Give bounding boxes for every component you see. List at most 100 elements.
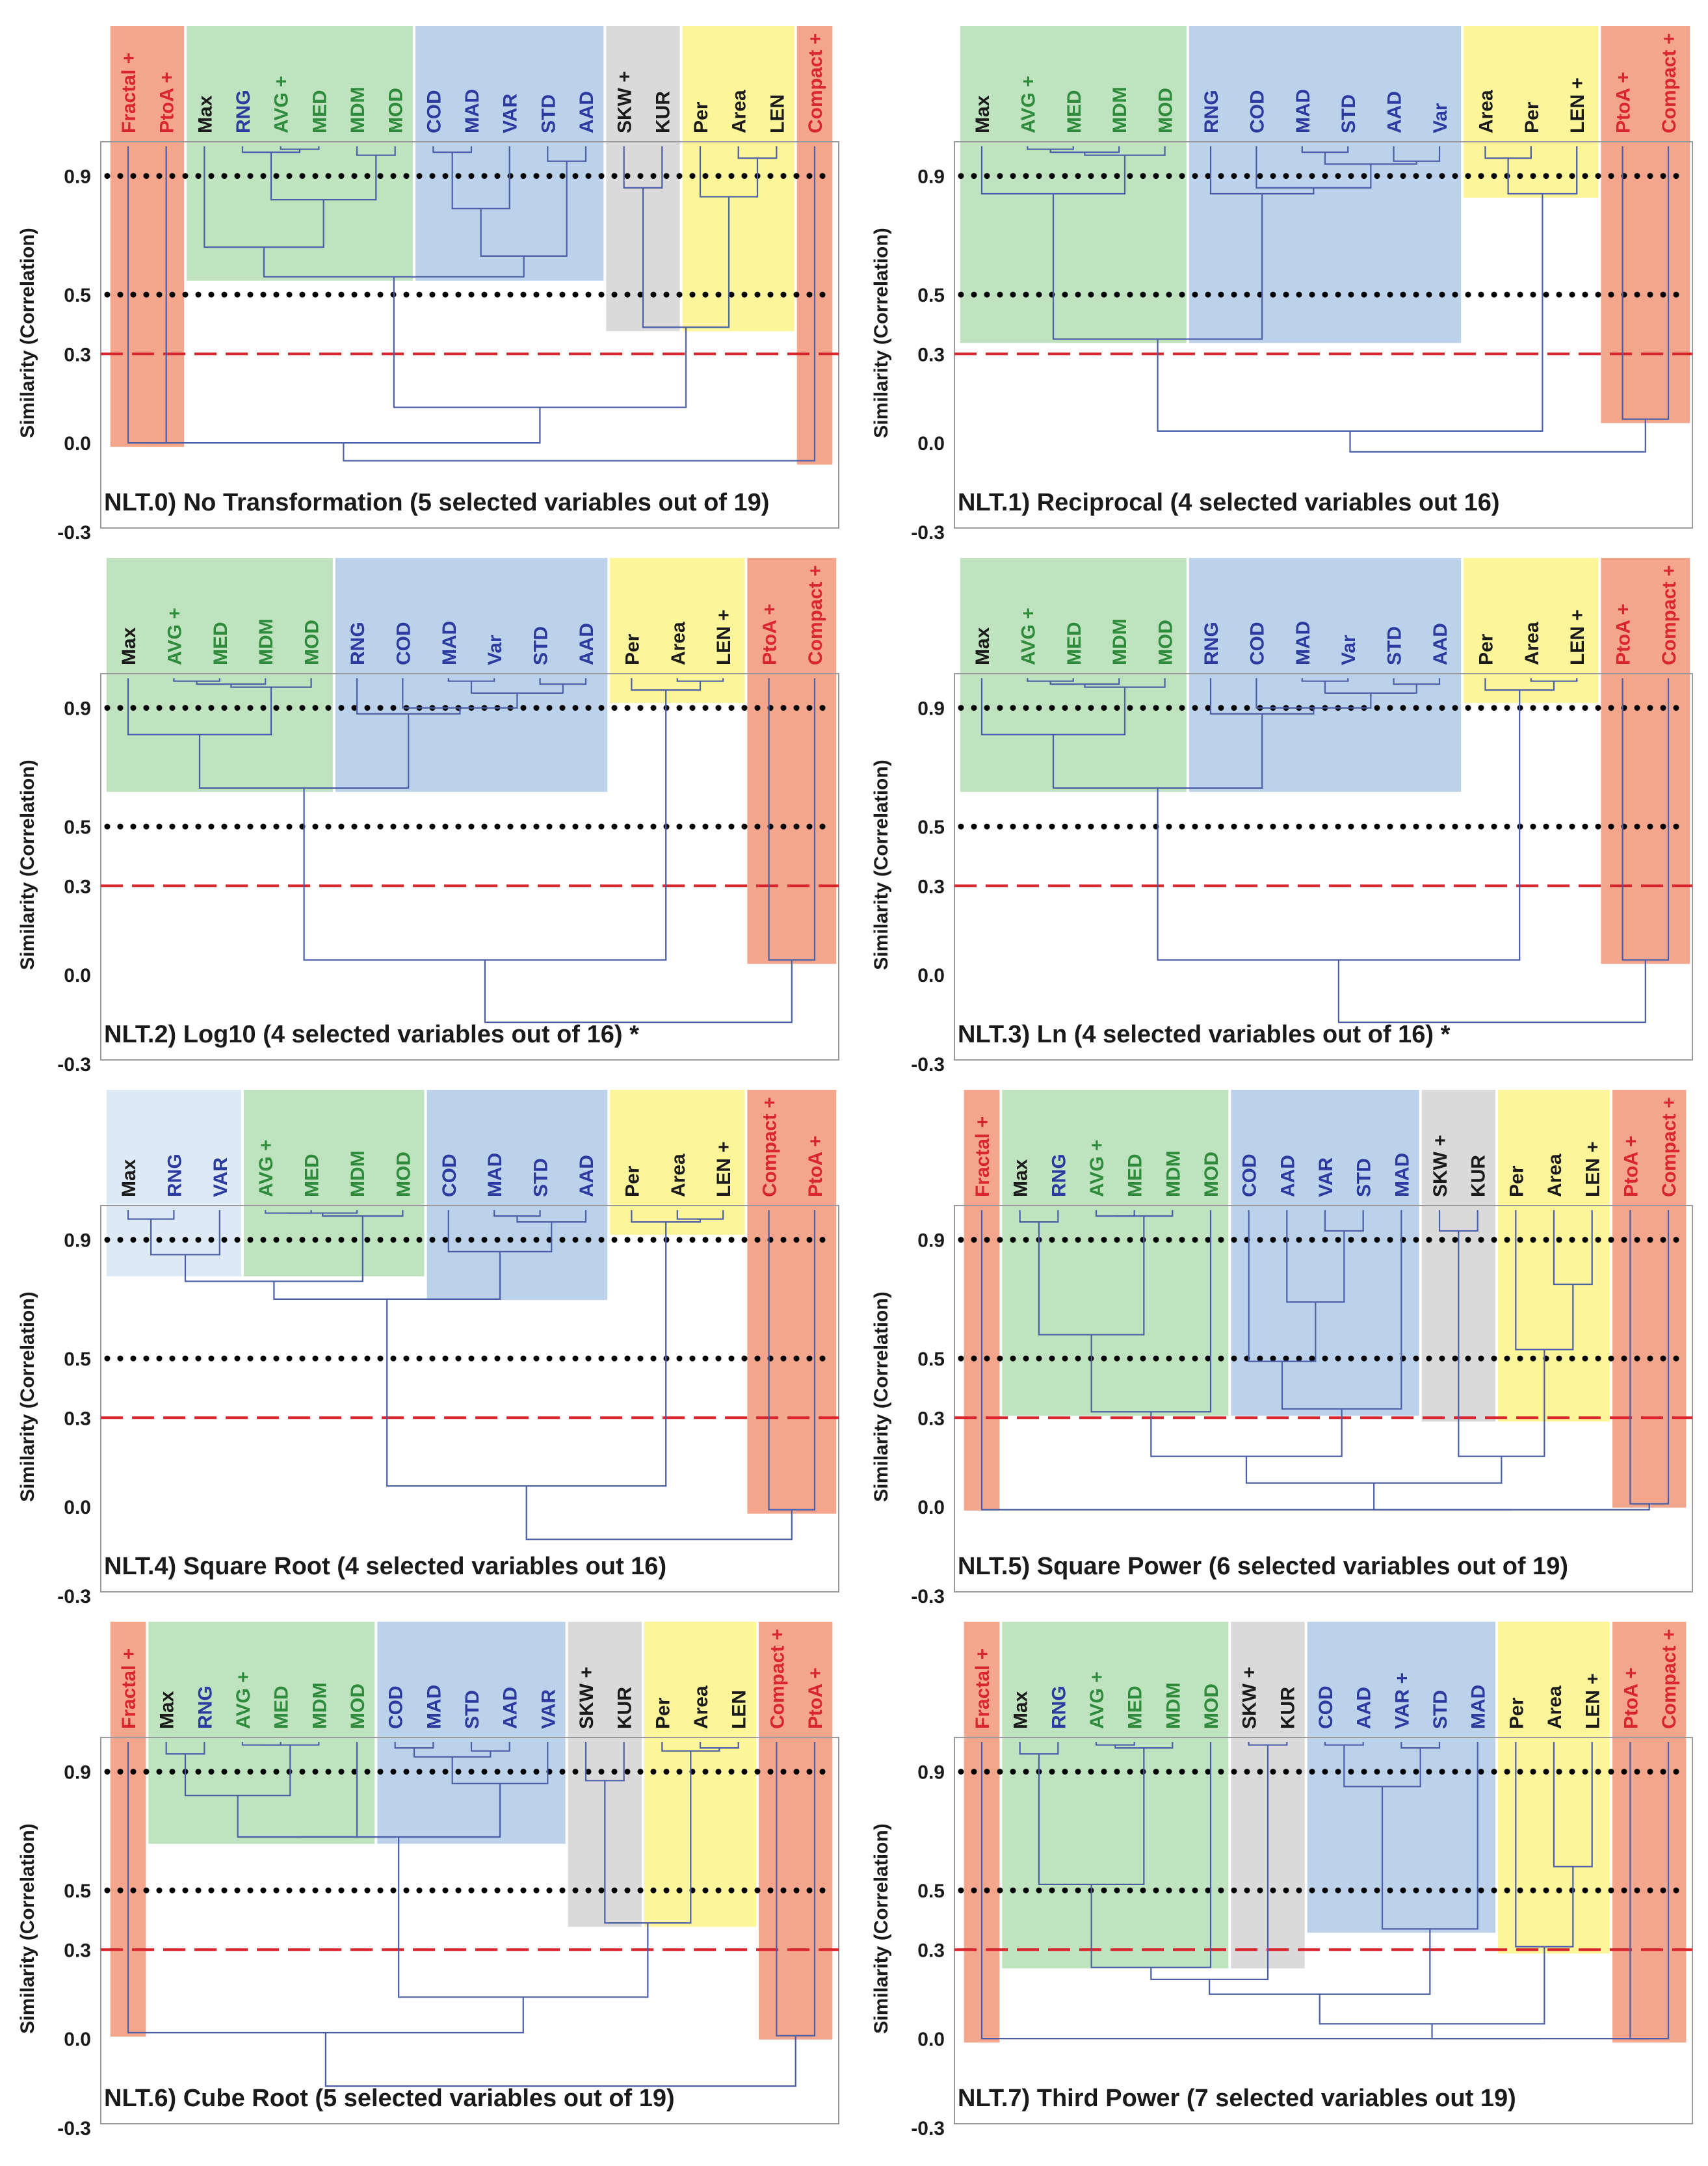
dendrogram [127,678,816,1024]
leaf-label: Compact + [1659,33,1680,133]
y-tick-label: 0.9 [64,166,91,188]
dendrogram-link [1157,690,1521,961]
leaf-label: Area [1475,90,1497,133]
leaf-label: PtoA + [1620,1135,1642,1197]
panel-title: NLT.0) No Transformation (5 selected var… [104,489,769,516]
dendrogram-link [493,1210,541,1217]
leaf-label: VAR [210,1157,231,1197]
leaf-label: MAD [1293,621,1314,665]
leaf-label: MOD [1201,1152,1222,1197]
chart-panel-NLT7: Fractal + Max RNG AVG + MED MDM MOD SKW + KUR COD… [871,1622,1693,2139]
chart-panel-NLT3: Max AVG + MED MDM MOD RNG COD MAD Var STD AAD Per Ar… [871,558,1693,1076]
leaf-label: Compact + [1659,565,1680,665]
y-tick-label: 0.5 [64,285,91,306]
leaf-label: Area [668,1154,689,1197]
dendrogram-link [261,1742,320,1746]
leaf-label: LEN + [1567,77,1588,133]
cluster-band [960,558,1187,792]
leaf-label: MED [309,90,330,133]
y-axis-label: Similarity (Correlation) [871,228,892,438]
leaf-label: Area [729,90,750,133]
dendrogram-link [356,678,461,715]
cluster-band [1189,26,1462,343]
dendrogram-link [631,1210,702,1223]
y-tick-label: 0.0 [917,2029,945,2050]
leaf-label: SKW + [576,1667,598,1729]
leaf-label: Max [194,95,216,133]
cluster-band [747,558,837,964]
cluster-band [682,26,795,332]
leaf-label: MED [1064,90,1085,133]
leaf-label: MDM [309,1682,330,1729]
dendrogram-link [1400,1742,1441,1749]
y-axis-label: Similarity (Correlation) [17,228,38,438]
y-axis-label: Similarity (Correlation) [17,1823,38,2033]
plot-frame [954,1205,1693,1592]
dendrogram-link [1349,419,1646,453]
leaf-label: AAD [576,1155,598,1197]
dendrogram-link [980,1210,1512,1511]
dendrogram-link [1484,678,1555,691]
leaf-label: LEN [729,1690,750,1729]
dendrogram-link [147,407,541,444]
dendrogram-link [1114,1742,1174,1749]
y-tick-label: 0.5 [917,817,945,838]
y-tick-label: 0.5 [917,1881,945,1902]
chart-panel-NLT6: Fractal + Max RNG AVG + MED MDM MOD COD MAD STD AA… [17,1622,839,2139]
dendrogram-link [1019,1742,1059,1755]
leaf-label: PtoA + [805,1667,826,1729]
panel-title: NLT.5) Square Power (6 selected variable… [958,1553,1568,1580]
chart-panel-NLT4: Max RNG VAR AVG + MED MDM MOD COD MAD STD AAD Per Ar… [17,1090,839,1607]
dendrogram [127,1742,816,2087]
y-tick-label: -0.3 [57,1586,91,1607]
dendrogram-link [343,146,816,462]
y-tick-label: -0.3 [57,2118,91,2139]
leaf-label: COD [1246,90,1268,133]
leaf-label: Var [484,635,506,665]
leaf-label: LEN [767,94,788,133]
dendrogram-link [288,1210,358,1214]
cluster-band [244,1090,425,1276]
leaf-label: Fractal + [118,53,140,133]
leaf-label: STD [1354,1158,1375,1197]
leaf-label: AAD [1384,91,1406,133]
leaf-label: AAD [576,91,598,133]
leaf-label: PtoA + [157,72,178,133]
cluster-band [1307,1622,1495,1933]
dendrogram-link [1209,678,1315,715]
leaf-label: Area [690,1685,712,1729]
leaf-label: SKW + [614,71,636,133]
leaf-label: RNG [164,1154,185,1197]
leaf-label: AVG + [233,1671,254,1729]
leaf-label: AVG + [1086,1139,1108,1197]
y-tick-label: 0.3 [917,1940,945,1961]
cluster-band [1601,558,1690,964]
cluster-band [644,1622,756,1927]
leaf-label: Per [622,633,643,665]
leaf-label: Area [1544,1685,1566,1729]
dendrogram-link [1115,1210,1174,1217]
cluster-band [110,26,184,447]
leaf-label: Compact + [805,565,826,665]
leaf-label: AAD [576,623,598,665]
dendrogram-link [402,678,518,709]
leaf-label: Max [118,627,140,665]
dendrogram-link [241,146,301,153]
dendrogram-link [699,1742,739,1749]
leaf-label: STD [538,94,559,133]
dendrogram [980,1210,1670,1511]
leaf-label: COD [1246,622,1268,665]
dendrogram-link [539,678,587,685]
dendrogram-link [1515,1742,1574,1948]
leaf-label: Compact + [1659,1097,1680,1197]
leaf-label: VAR [500,94,521,133]
leaf-label: Fractal + [972,1116,993,1197]
leaf-label: KUR [614,1687,636,1729]
leaf-label: SKW + [1430,1135,1451,1197]
dendrogram-link [1255,678,1372,709]
cluster-band [377,1622,566,1844]
leaf-label: AVG + [271,75,293,133]
cluster-band [747,1090,837,1514]
dendrogram-link [1553,1210,1593,1286]
dendrogram-link [1343,1745,1421,1788]
